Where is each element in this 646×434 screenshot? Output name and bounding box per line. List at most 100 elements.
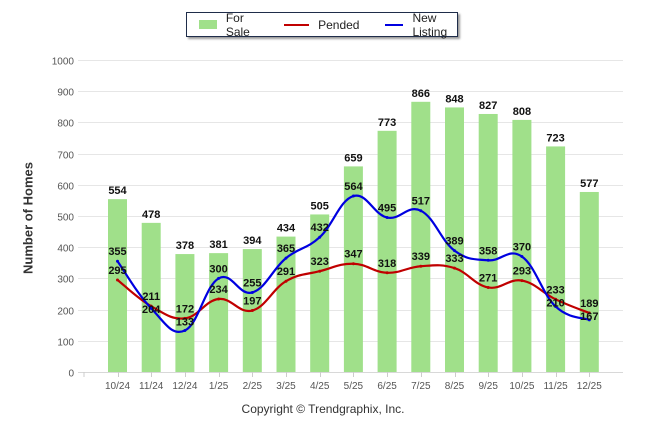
data-label-new-listing: 432 (311, 222, 329, 234)
legend-swatch-new-listing (385, 23, 404, 26)
point-new-listing (183, 329, 187, 333)
data-label-new-listing: 370 (513, 242, 531, 254)
bar-for-sale (546, 146, 566, 372)
data-label-pended: 172 (176, 303, 194, 315)
bar-for-sale (377, 130, 397, 372)
point-pended (453, 266, 456, 270)
point-new-listing (351, 194, 355, 198)
data-label-for-sale: 478 (142, 209, 160, 221)
x-tick-label: 6/25 (377, 381, 397, 392)
point-pended (385, 271, 389, 275)
bar-for-sale (175, 254, 195, 372)
y-tick-label: 200 (57, 307, 74, 318)
x-tick-label: 11/24 (139, 381, 164, 392)
bar-for-sale (310, 214, 330, 372)
point-new-listing (385, 216, 389, 220)
data-label-for-sale: 381 (209, 239, 227, 251)
point-new-listing (486, 258, 490, 262)
legend-item-for-sale[interactable]: For Sale (199, 11, 258, 39)
bar-for-sale (512, 119, 532, 373)
data-label-pended: 211 (142, 291, 160, 303)
data-label-new-listing: 358 (479, 245, 497, 257)
point-pended (486, 285, 490, 289)
legend-label-new-listing: New Listing (412, 10, 448, 39)
data-label-pended: 323 (311, 256, 329, 268)
legend-label-for-sale: For Sale (225, 10, 250, 39)
data-label-for-sale: 394 (243, 235, 262, 247)
data-label-pended: 291 (277, 266, 295, 278)
x-tick-label: 11/25 (543, 381, 568, 392)
data-label-pended: 318 (378, 258, 396, 270)
bar-for-sale (579, 191, 599, 372)
legend-swatch-pended (284, 23, 310, 26)
point-new-listing (217, 276, 221, 280)
legend-swatch-for-sale (199, 20, 217, 29)
legend-item-pended[interactable]: Pended (284, 18, 359, 32)
data-label-for-sale: 505 (311, 200, 329, 212)
data-label-new-listing: 389 (445, 236, 463, 248)
point-pended (554, 297, 558, 301)
bar-for-sale (411, 101, 431, 373)
y-tick-label: 500 (57, 213, 74, 224)
data-label-for-sale: 866 (412, 88, 430, 100)
y-tick-label: 0 (68, 369, 74, 380)
data-label-pended: 295 (108, 265, 126, 277)
point-new-listing (419, 209, 423, 213)
point-new-listing (554, 304, 558, 308)
data-label-new-listing: 365 (277, 243, 295, 255)
data-label-new-listing: 167 (580, 311, 598, 323)
data-label-new-listing: 204 (142, 304, 161, 316)
y-tick-label: 800 (57, 119, 74, 130)
data-label-new-listing: 495 (378, 203, 396, 215)
x-tick-label: 10/24 (105, 381, 130, 392)
point-new-listing (318, 235, 322, 239)
bar-for-sale (276, 236, 296, 372)
data-label-for-sale: 577 (580, 178, 598, 190)
point-pended (116, 278, 119, 282)
point-new-listing (250, 290, 254, 294)
x-tick-label: 7/25 (411, 381, 431, 392)
legend: For Sale Pended New Listing (186, 11, 458, 39)
y-tick-label: 600 (57, 182, 74, 193)
data-label-pended: 233 (546, 284, 564, 296)
data-label-new-listing: 133 (176, 316, 194, 328)
y-tick-label: 300 (57, 275, 74, 286)
y-tick-label: 700 (57, 151, 74, 162)
x-tick-label: 1/25 (209, 381, 229, 392)
copyright: Copyright © Trendgraphix, Inc. (241, 402, 405, 416)
data-label-pended: 347 (344, 249, 362, 261)
bar-for-sale (141, 222, 161, 372)
legend-label-pended: Pended (318, 17, 360, 32)
legend-item-new-listing[interactable]: New Listing (385, 11, 457, 39)
x-tick-label: 4/25 (310, 381, 330, 392)
data-label-pended: 271 (479, 272, 497, 284)
point-pended (587, 311, 591, 315)
x-tick-label: 12/24 (172, 381, 197, 392)
y-tick-label: 100 (57, 338, 74, 349)
data-label-for-sale: 554 (108, 185, 127, 197)
x-tick-label: 9/25 (478, 381, 498, 392)
data-label-for-sale: 723 (546, 132, 564, 144)
data-label-for-sale: 659 (344, 152, 362, 164)
data-label-new-listing: 255 (243, 277, 261, 289)
point-pended (520, 279, 524, 283)
x-tick-label: 10/25 (509, 381, 534, 392)
data-label-for-sale: 773 (378, 117, 396, 129)
data-label-pended: 197 (243, 296, 261, 308)
data-label-pended: 293 (513, 266, 531, 278)
data-label-for-sale: 848 (445, 93, 463, 105)
data-label-new-listing: 564 (344, 181, 363, 193)
data-label-for-sale: 378 (176, 240, 194, 252)
point-pended (318, 269, 322, 273)
point-new-listing (587, 318, 591, 322)
y-tick-label: 400 (57, 244, 74, 255)
point-new-listing (284, 256, 288, 260)
point-pended (351, 262, 355, 266)
x-tick-label: 8/25 (445, 381, 465, 392)
bar-for-sale (108, 199, 127, 372)
x-tick-label: 5/25 (344, 381, 364, 392)
data-label-for-sale: 827 (479, 100, 497, 112)
data-label-pended: 234 (209, 284, 228, 296)
data-label-pended: 339 (412, 251, 430, 263)
